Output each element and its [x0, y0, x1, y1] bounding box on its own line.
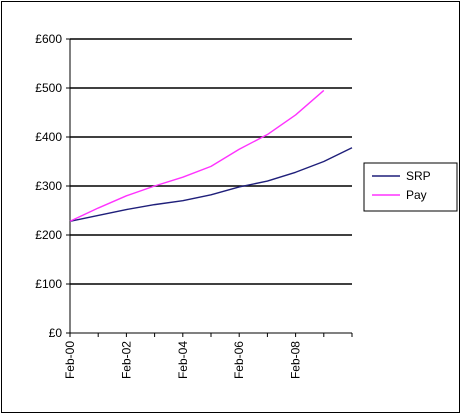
- y-tick-label: £300: [35, 179, 62, 193]
- legend: SRP Pay: [363, 162, 458, 212]
- x-axis-tick-labels: Feb-00 Feb-02 Feb-04 Feb-06 Feb-08: [63, 341, 303, 379]
- legend-label-pay: Pay: [406, 188, 427, 202]
- x-tick-label: Feb-02: [119, 341, 133, 379]
- y-tick-label: £500: [35, 81, 62, 95]
- x-tick-label: Feb-08: [289, 341, 303, 379]
- series-lines: [69, 89, 353, 222]
- x-tick-label: Feb-06: [232, 341, 246, 379]
- y-tick-label: £200: [35, 228, 62, 242]
- axes: [66, 38, 353, 337]
- series-line-srp: [69, 147, 353, 222]
- x-tick-label: Feb-04: [176, 341, 190, 379]
- y-tick-label: £600: [35, 32, 62, 46]
- y-tick-label: £0: [49, 326, 63, 340]
- y-axis-tick-labels: £0 £100 £200 £300 £400 £500 £600: [35, 32, 62, 340]
- legend-box: [363, 162, 458, 212]
- y-tick-label: £100: [35, 277, 62, 291]
- y-tick-label: £400: [35, 130, 62, 144]
- series-line-pay: [69, 89, 325, 222]
- grid-lines: [70, 38, 352, 285]
- legend-label-srp: SRP: [406, 169, 431, 183]
- x-tick-label: Feb-00: [63, 341, 77, 379]
